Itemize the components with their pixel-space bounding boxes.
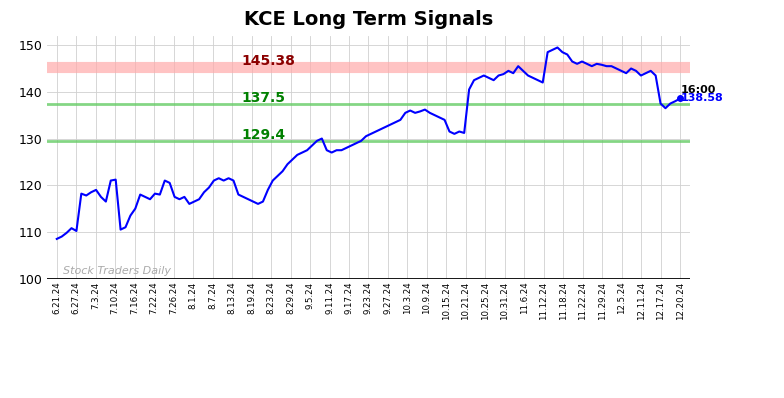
Text: Stock Traders Daily: Stock Traders Daily	[63, 266, 171, 276]
Text: 145.38: 145.38	[241, 54, 296, 68]
Text: 137.5: 137.5	[241, 91, 286, 105]
Text: 129.4: 129.4	[241, 129, 286, 142]
Text: 16:00: 16:00	[681, 85, 717, 95]
Text: 138.58: 138.58	[681, 93, 724, 103]
Title: KCE Long Term Signals: KCE Long Term Signals	[244, 10, 493, 29]
